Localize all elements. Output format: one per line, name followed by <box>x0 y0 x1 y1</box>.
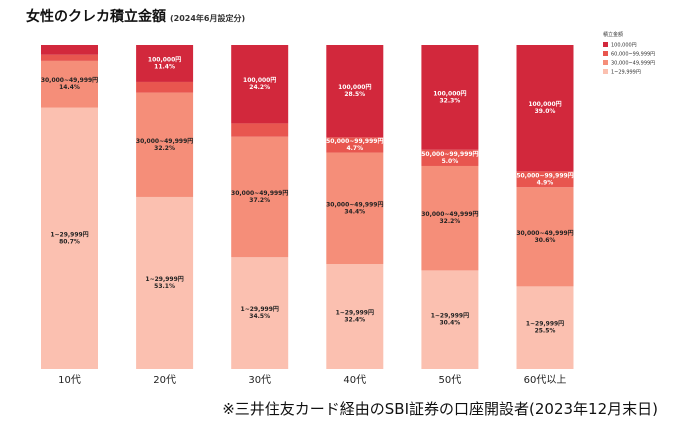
bar-segment <box>421 149 479 166</box>
category-label: 50代 <box>439 374 462 386</box>
segment-label: 30,000~49,999円 32.2% <box>136 138 193 152</box>
bar-segment <box>41 107 98 370</box>
segment-label: 30,000~49,999円 14.4% <box>41 77 98 91</box>
bar-segment <box>326 137 384 153</box>
bar-segment <box>136 81 194 93</box>
bar-segment <box>231 257 289 369</box>
category-label: 10代 <box>58 374 81 386</box>
legend: 積立金額 100,000円 60,000~99,999円 30,000~49,999… <box>603 31 655 76</box>
legend-label: 30,000~49,999円 <box>611 61 655 67</box>
bar-segment <box>136 45 194 82</box>
segment-label: 1~29,999円 25.5% <box>526 321 564 335</box>
category-label: 60代以上 <box>524 374 567 386</box>
bar-segment <box>136 92 194 197</box>
legend-swatch <box>603 51 608 56</box>
category-label: 20代 <box>153 374 176 386</box>
chart-subtitle: (2024年6月設定分) <box>170 13 245 23</box>
bar-segment <box>326 264 384 369</box>
bar-segment <box>516 187 574 287</box>
bar-segment <box>136 196 194 369</box>
category-axis: 10代 20代 30代 40代 50代 60代以上 <box>58 374 566 386</box>
legend-label: 100,000円 <box>611 43 637 49</box>
legend-title: 積立金額 <box>603 31 623 38</box>
category-label: 40代 <box>343 374 366 386</box>
segment-label: 30,000~49,999円 32.2% <box>421 211 478 225</box>
segment-label: 1~29,999円 80.7% <box>50 231 88 245</box>
source-note: ※三井住友カード経由のSBI証券の口座開設者(2023年12月末日) <box>222 400 658 418</box>
segment-label: 50,000~99,999円 4.9% <box>516 172 573 186</box>
bar-segment <box>421 270 479 369</box>
bar-segment <box>231 136 289 258</box>
segment-label: 100,000円 32.3% <box>433 90 466 104</box>
bar-segment <box>516 171 574 188</box>
segment-label: 1~29,999円 32.4% <box>336 310 374 324</box>
segment-label: 30,000~49,999円 34.4% <box>326 201 383 215</box>
chart-title: 女性のクレカ積立金額 <box>26 8 166 25</box>
segment-label: 50,000~99,999円 5.0% <box>421 151 478 165</box>
legend-label: 60,000~99,999円 <box>611 52 655 58</box>
bar-segment <box>326 45 384 138</box>
segment-label: 1~29,999円 34.5% <box>241 306 279 320</box>
bar-segment <box>41 54 98 61</box>
legend-swatch <box>603 69 608 74</box>
segment-label: 1~29,999円 30.4% <box>431 313 469 327</box>
legend-label: 1~29,999円 <box>611 70 641 76</box>
segment-label: 30,000~49,999円 30.6% <box>516 230 573 244</box>
bars-group: 1~29,999円 80.7% 30,000~49,999円 14.4% 1~29,99… <box>41 45 574 370</box>
bar-segment <box>41 45 98 55</box>
segment-label: 100,000円 24.2% <box>243 77 276 91</box>
bar-segment <box>421 165 479 271</box>
segment-label: 100,000円 28.5% <box>338 84 371 98</box>
bar-segment <box>231 123 289 137</box>
legend-swatch <box>603 60 608 65</box>
segment-label: 1~29,999円 53.1% <box>145 276 183 290</box>
segment-label: 100,000円 39.0% <box>528 101 561 115</box>
bar-segment <box>516 286 574 369</box>
bar-segment <box>421 45 479 150</box>
bar-segment <box>231 45 289 124</box>
bar-segment <box>516 45 574 172</box>
segment-label: 50,000~99,999円 4.7% <box>326 138 383 152</box>
bar-segment <box>41 60 98 108</box>
category-label: 30代 <box>248 374 271 386</box>
bar-segment <box>326 152 384 265</box>
segment-label: 30,000~49,999円 37.2% <box>231 190 288 204</box>
segment-label: 100,000円 11.4% <box>148 56 181 70</box>
legend-swatch <box>603 42 608 47</box>
